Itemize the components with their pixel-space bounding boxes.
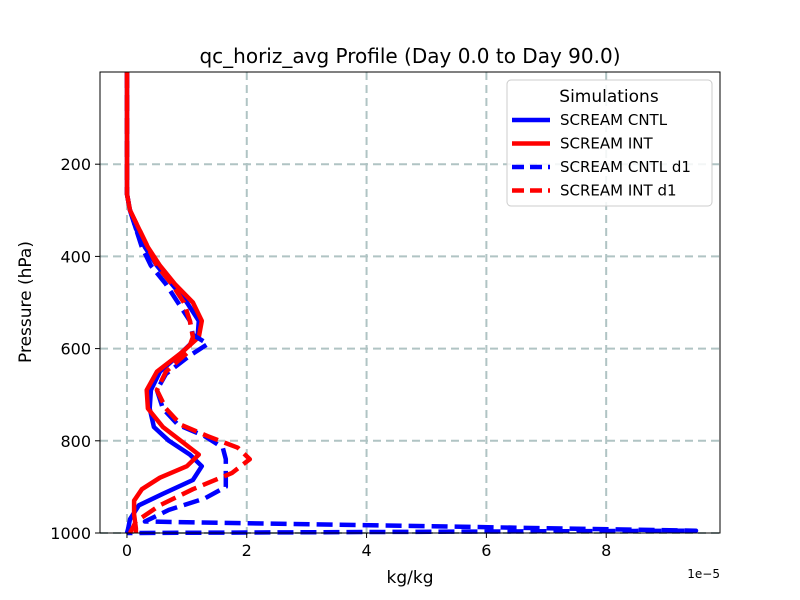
legend-title: Simulations <box>559 87 659 107</box>
x-tick-label: 8 <box>601 541 611 560</box>
series-line-scream-int <box>124 72 205 533</box>
y-tick-label: 1000 <box>50 524 91 543</box>
series-line-scream-int-d1 <box>124 72 253 535</box>
y-axis-label: Pressure (hPa) <box>16 241 36 363</box>
y-axis-ticks: 200 400 600 800 1000 <box>50 155 100 543</box>
y-tick-label: 800 <box>60 432 91 451</box>
x-axis-ticks: 0 2 4 6 8 <box>122 533 611 560</box>
legend-items: SCREAM CNTL SCREAM INT SCREAM CNTL d1 SCREA… <box>512 111 691 200</box>
legend-label: SCREAM INT d1 <box>560 182 677 200</box>
legend-box <box>506 79 713 207</box>
chart-title: qc_horiz_avg Profile (Day 0.0 to Day 90.… <box>199 44 620 68</box>
x-tick-label: 6 <box>481 541 491 560</box>
plot-frame <box>99 71 721 534</box>
legend-label: SCREAM CNTL d1 <box>560 158 691 176</box>
legend-label: SCREAM CNTL <box>560 111 668 129</box>
x-tick-label: 2 <box>242 541 252 560</box>
y-tick-label: 600 <box>60 340 91 359</box>
series-layer <box>124 72 699 536</box>
x-axis-label: kg/kg <box>387 568 434 588</box>
legend-label: SCREAM INT <box>560 135 654 153</box>
x-tick-label: 4 <box>361 541 371 560</box>
y-tick-label: 400 <box>60 247 91 266</box>
y-tick-label: 200 <box>60 155 91 174</box>
x-tick-label: 0 <box>122 541 132 560</box>
x-axis-offset-label: 1e−5 <box>687 567 720 581</box>
